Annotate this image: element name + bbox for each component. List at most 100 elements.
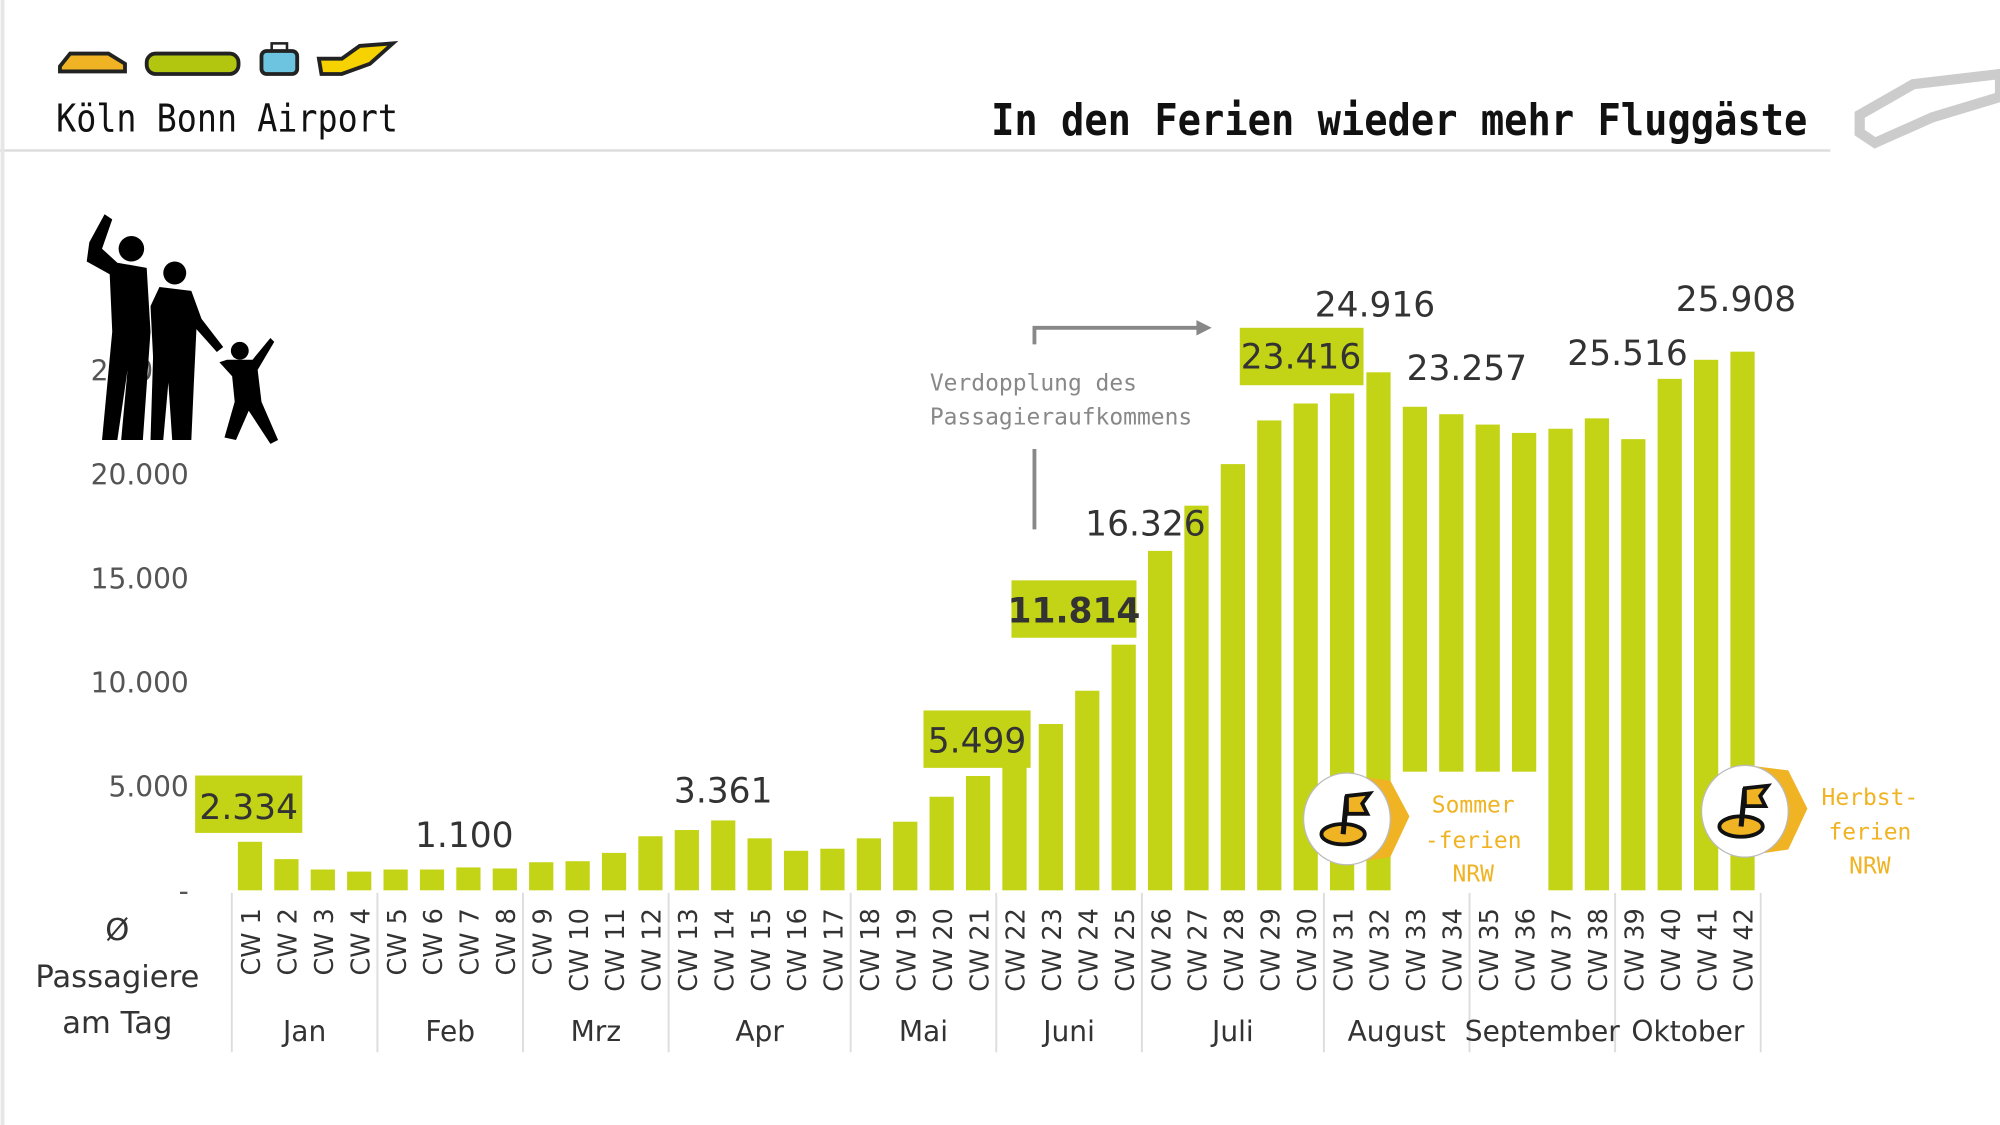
x-tick-label: CW 27: [1184, 908, 1214, 992]
bar-cw21: [965, 775, 991, 891]
bar-cw25: [1111, 644, 1136, 891]
x-tick-label: CW 39: [1621, 908, 1651, 992]
bar-cw14: [711, 820, 736, 891]
bar-cw27: [1184, 505, 1209, 891]
month-label: Mrz: [571, 1015, 621, 1048]
x-tick-label: CW 15: [747, 908, 777, 992]
data-label: 25.516: [1567, 334, 1687, 374]
x-tick-label: CW 29: [1256, 908, 1286, 992]
x-tick-label: CW 8: [492, 908, 522, 975]
x-tick-label: CW 23: [1038, 908, 1068, 992]
x-tick-label: CW 11: [601, 908, 631, 992]
bar-cw26: [1147, 550, 1173, 891]
bar-cw1: [237, 841, 263, 891]
bar-cw2: [274, 859, 299, 891]
bar-cw17: [820, 848, 845, 891]
x-tick-label: CW 9: [528, 908, 558, 975]
y-tick-label: -: [179, 875, 189, 908]
data-label-box: [923, 710, 1031, 768]
x-tick-label: CW 14: [710, 908, 740, 992]
bar-cw6: [419, 869, 445, 891]
x-tick-label: CW 7: [456, 908, 486, 975]
bar-cw19: [893, 821, 918, 891]
bar-cw10: [565, 861, 590, 891]
data-label: 11.814: [1008, 591, 1141, 631]
month-label: Juli: [1210, 1015, 1254, 1048]
x-tick-label: CW 19: [892, 908, 922, 992]
airplane-watermark-icon: [1854, 68, 2000, 149]
x-tick-label: CW 20: [929, 908, 959, 992]
month-label: Jan: [281, 1015, 326, 1048]
x-tick-label: CW 16: [783, 908, 813, 992]
bus-icon: [144, 51, 241, 76]
flag-icon: [1717, 783, 1773, 839]
data-label: 16.326: [1085, 505, 1205, 545]
bar-cw23: [1038, 723, 1063, 891]
data-label: 1.100: [415, 816, 514, 856]
summer-holiday-label: -ferien: [1425, 828, 1522, 854]
month-label: Mai: [899, 1015, 948, 1048]
bar-cw8: [492, 868, 517, 891]
x-tick-label: CW 37: [1548, 908, 1578, 992]
bar-cw24: [1075, 690, 1100, 891]
data-label-box: [1239, 327, 1364, 386]
data-label: 23.257: [1407, 349, 1527, 389]
x-tick-label: CW 34: [1439, 908, 1469, 992]
bar-cw18: [856, 838, 881, 891]
y-tick-label: 20.000: [91, 459, 189, 492]
x-tick-label: CW 33: [1402, 908, 1432, 992]
bar-cw40: [1657, 378, 1682, 891]
x-tick-label: CW 35: [1475, 908, 1505, 992]
bar-cw29: [1257, 420, 1282, 891]
y-tick-label: 5.000: [108, 771, 188, 804]
x-tick-label: CW 30: [1293, 908, 1323, 992]
x-tick-label: CW 42: [1730, 908, 1760, 992]
bar-cw11: [601, 852, 627, 891]
x-tick-label: CW 1: [237, 908, 267, 975]
data-label: 25.908: [1676, 280, 1796, 320]
month-label: Oktober: [1631, 1015, 1745, 1048]
data-label: 2.334: [199, 788, 298, 828]
x-tick-label: CW 6: [419, 908, 449, 975]
y-tick-label: 15.000: [91, 563, 189, 596]
summer-holiday-label: Sommer: [1432, 793, 1515, 819]
bar-cw22: [1002, 765, 1027, 891]
autumn-holiday-label: Herbst-: [1822, 785, 1919, 811]
x-tick-label: CW 21: [965, 908, 995, 992]
x-tick-label: CW 17: [820, 908, 850, 992]
x-tick-label: CW 4: [346, 908, 376, 975]
month-label: Juni: [1041, 1015, 1095, 1048]
summer-holiday-marker: [1302, 772, 1410, 866]
x-tick-label: CW 40: [1657, 908, 1687, 992]
x-tick-label: CW 18: [856, 908, 886, 992]
luggage-icon: [259, 42, 300, 76]
y-axis-label: am Tag: [62, 1006, 172, 1041]
bar-cw16: [783, 850, 809, 891]
x-tick-label: CW 12: [638, 908, 668, 992]
x-tick-label: CW 24: [1074, 908, 1104, 992]
x-tick-label: CW 41: [1693, 908, 1723, 992]
data-label: 23.416: [1241, 338, 1361, 378]
x-tick-label: CW 13: [674, 908, 704, 992]
summer-holiday-mask: [1396, 771, 1545, 893]
x-tick-label: CW 28: [1220, 908, 1250, 992]
month-label: August: [1348, 1015, 1446, 1048]
bar-cw15: [747, 838, 772, 891]
x-tick-label: CW 2: [274, 908, 304, 975]
autumn-holiday-label: ferien: [1828, 819, 1911, 845]
x-tick-label: CW 25: [1111, 908, 1141, 992]
y-axis-label: Ø: [105, 913, 129, 948]
doubling-annotation: Verdopplung des Passagieraufkommens: [930, 320, 1212, 530]
airplane-icon: [316, 41, 399, 76]
flag-icon: [1319, 790, 1375, 847]
x-tick-label: CW 38: [1584, 908, 1614, 992]
y-tick-label: 10.000: [91, 667, 189, 700]
data-label: 5.499: [928, 722, 1027, 762]
month-label: Apr: [735, 1015, 784, 1048]
bar-cw4: [347, 871, 372, 891]
summer-holiday-label: NRW: [1452, 861, 1494, 887]
bar-cw37: [1548, 428, 1573, 891]
bar-cw38: [1584, 418, 1610, 891]
month-label: September: [1465, 1015, 1620, 1048]
